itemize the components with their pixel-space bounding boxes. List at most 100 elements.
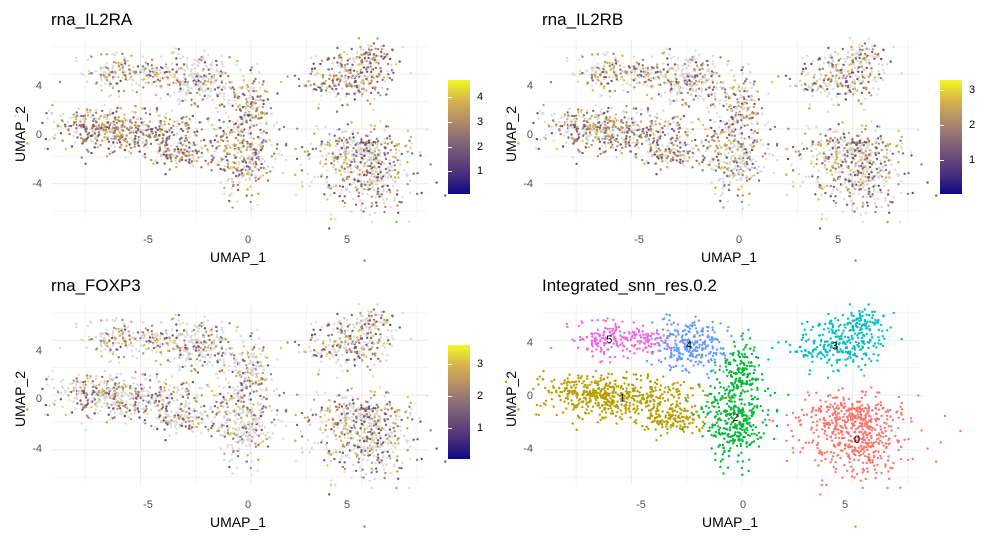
cell-point	[870, 67, 873, 70]
cell-point	[360, 149, 364, 152]
cell-point	[361, 92, 364, 96]
cell-point	[362, 210, 365, 213]
cell-point	[888, 211, 891, 214]
cell-point	[693, 57, 696, 61]
cell-point	[711, 79, 714, 82]
cell-point	[397, 142, 401, 146]
cell-point	[187, 150, 190, 154]
cell-point	[603, 111, 606, 115]
cell-point	[226, 166, 229, 169]
cell-point	[844, 178, 847, 181]
cell-point	[13, 114, 17, 118]
cell-point	[611, 143, 614, 147]
cell-point	[859, 187, 862, 191]
cell-point	[353, 98, 356, 101]
cell-point	[383, 140, 386, 144]
cell-point	[111, 126, 115, 129]
cell-point	[241, 106, 245, 109]
cell-point	[750, 98, 753, 101]
cell-point	[246, 169, 249, 172]
cell-point	[255, 110, 258, 113]
cell-point	[749, 176, 752, 180]
cell-point	[384, 205, 387, 209]
cell-point	[748, 71, 752, 74]
y-tick: 0	[35, 129, 42, 141]
cell-point	[714, 132, 717, 135]
cell-point	[371, 186, 374, 189]
cell-point	[170, 52, 173, 55]
cell-point	[672, 129, 676, 133]
cell-point	[713, 92, 716, 95]
cell-point	[26, 142, 29, 145]
cell-point	[129, 126, 132, 129]
cell-point	[628, 138, 631, 141]
cell-point	[332, 166, 335, 169]
cell-point	[126, 141, 129, 144]
cell-point	[352, 75, 355, 79]
cell-point	[856, 174, 859, 177]
cell-point	[614, 117, 617, 120]
cell-point	[773, 171, 776, 175]
cell-point	[249, 102, 253, 105]
cell-point	[615, 76, 618, 79]
cell-point	[351, 140, 354, 144]
cell-point	[860, 58, 864, 61]
cell-point	[338, 137, 341, 140]
cell-point	[121, 134, 125, 137]
cell-point	[99, 115, 102, 118]
cell-point	[198, 121, 201, 124]
cell-point	[350, 47, 353, 51]
cell-point	[731, 150, 734, 154]
cell-point	[190, 68, 193, 71]
cell-point	[589, 117, 592, 120]
cell-point	[154, 93, 158, 97]
cell-point	[814, 193, 817, 196]
cell-point	[301, 185, 304, 188]
cell-point	[200, 128, 203, 131]
cell-point	[336, 160, 339, 163]
cell-point	[902, 152, 905, 155]
cell-point	[604, 70, 608, 73]
cell-point	[328, 139, 332, 142]
cell-point	[792, 185, 795, 188]
cell-point	[590, 115, 593, 118]
cell-point	[676, 115, 679, 118]
cell-point	[75, 129, 78, 132]
cell-point	[225, 147, 228, 150]
cell-point	[355, 149, 358, 152]
cell-point	[777, 75, 780, 78]
cell-point	[894, 168, 897, 172]
cell-point	[675, 159, 678, 162]
cell-point	[234, 122, 238, 125]
cell-point	[861, 68, 865, 71]
cell-point	[896, 175, 900, 178]
cell-point	[843, 147, 846, 150]
cell-point	[396, 176, 399, 180]
cell-point	[231, 180, 234, 184]
cell-point	[322, 82, 325, 85]
cell-point	[602, 122, 605, 125]
cell-point	[261, 158, 264, 161]
cell-point	[250, 147, 253, 150]
panel-title: rna_IL2RA	[51, 10, 133, 29]
cell-point	[900, 135, 903, 139]
cell-point	[108, 124, 111, 127]
cell-point	[118, 68, 122, 71]
cell-point	[376, 176, 379, 179]
cell-point	[632, 137, 635, 140]
cell-point	[150, 64, 153, 67]
cell-point	[377, 54, 381, 57]
cell-point	[814, 143, 818, 146]
cell-point	[135, 73, 138, 76]
cell-point	[387, 125, 390, 128]
cell-point	[804, 87, 807, 91]
cell-point	[346, 166, 349, 169]
cell-point	[331, 156, 335, 159]
cell-point	[886, 152, 889, 155]
cell-point	[709, 92, 713, 95]
cell-point	[879, 162, 883, 165]
cell-point	[236, 139, 240, 142]
cell-point	[309, 56, 313, 59]
cell-point	[815, 89, 819, 92]
cell-point	[120, 146, 124, 149]
